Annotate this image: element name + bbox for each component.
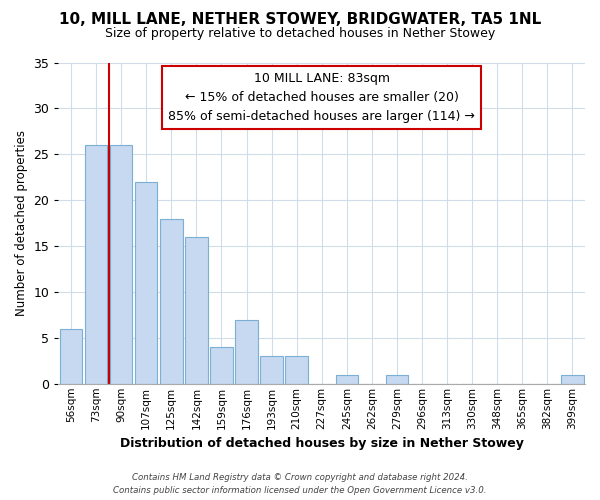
- Bar: [185, 237, 208, 384]
- Text: 10 MILL LANE: 83sqm
← 15% of detached houses are smaller (20)
85% of semi-detach: 10 MILL LANE: 83sqm ← 15% of detached ho…: [168, 72, 475, 123]
- Bar: [135, 182, 157, 384]
- Bar: [85, 145, 107, 384]
- Bar: [260, 356, 283, 384]
- Bar: [160, 218, 182, 384]
- Bar: [210, 347, 233, 384]
- Bar: [386, 374, 408, 384]
- Text: 10, MILL LANE, NETHER STOWEY, BRIDGWATER, TA5 1NL: 10, MILL LANE, NETHER STOWEY, BRIDGWATER…: [59, 12, 541, 28]
- Y-axis label: Number of detached properties: Number of detached properties: [15, 130, 28, 316]
- Bar: [60, 328, 82, 384]
- Text: Contains HM Land Registry data © Crown copyright and database right 2024.
Contai: Contains HM Land Registry data © Crown c…: [113, 474, 487, 495]
- Bar: [561, 374, 584, 384]
- Bar: [286, 356, 308, 384]
- Bar: [335, 374, 358, 384]
- Text: Size of property relative to detached houses in Nether Stowey: Size of property relative to detached ho…: [105, 28, 495, 40]
- X-axis label: Distribution of detached houses by size in Nether Stowey: Distribution of detached houses by size …: [120, 437, 524, 450]
- Bar: [110, 145, 133, 384]
- Bar: [235, 320, 258, 384]
